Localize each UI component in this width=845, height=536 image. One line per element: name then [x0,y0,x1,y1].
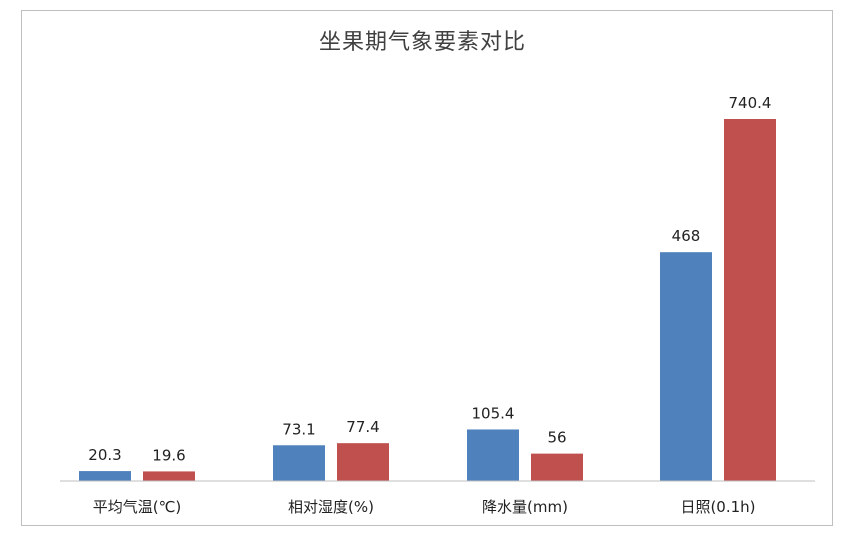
category-label-4: 日照(0.1h) [680,498,755,516]
bar-series1-cat2 [273,445,325,481]
category-labels-group: 平均气温(℃) 相对湿度(%) 降水量(mm) 日照(0.1h) [93,498,756,516]
data-label-series2-cat3: 56 [547,429,566,447]
category-label-2: 相对湿度(%) [288,498,374,516]
chart-title: 坐果期气象要素对比 [318,30,526,55]
value-labels-group: 20.3 19.6 73.1 77.4 105.4 56 468 740.4 [88,94,771,464]
bar-series2-cat1 [143,471,195,481]
bar-series2-cat2 [337,443,389,481]
category-label-1: 平均气温(℃) [93,498,182,516]
bar-series2-cat3 [531,453,583,481]
bar-series1-cat4 [660,252,712,481]
category-label-3: 降水量(mm) [482,498,568,516]
data-label-series1-cat4: 468 [672,227,701,245]
data-label-series1-cat2: 73.1 [282,420,315,438]
data-label-series2-cat1: 19.6 [152,446,185,464]
bar-series1-cat3 [467,429,519,481]
bar-series1-cat1 [79,471,131,481]
data-label-series2-cat4: 740.4 [729,94,772,112]
bars-group [79,119,776,481]
data-label-series1-cat1: 20.3 [88,446,121,464]
bar-series2-cat4 [724,119,776,481]
data-label-series1-cat3: 105.4 [472,404,515,422]
data-label-series2-cat2: 77.4 [346,418,379,436]
